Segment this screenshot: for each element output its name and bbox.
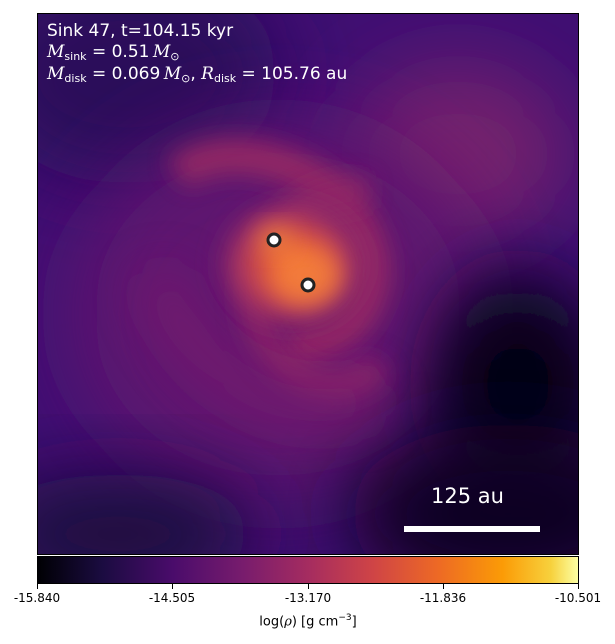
mdisk-symbol: M [47,64,65,84]
colorbar-tick [37,584,38,589]
density-field [38,14,578,554]
colorbar [37,556,579,584]
sink-marker-b [300,277,316,293]
sink-time-label: Sink 47, t=104.15 kyr [47,21,234,41]
msink-value: = 0.51 [91,42,150,62]
colorbar-tick-label: -15.840 [13,591,61,605]
colorbar-tick [308,584,309,589]
title-annotation: Sink 47, t=104.15 kyr [47,21,233,42]
solar-symbol: ⊙ [170,50,180,63]
solar-symbol-2: ⊙ [181,72,191,85]
sink-marker-a [266,232,282,248]
scale-bar [404,526,540,532]
colorbar-tick-label: -11.836 [419,591,467,605]
mdisk-value: = 0.069 [91,64,161,84]
msink-symbol: M [47,42,65,62]
density-map-panel: Sink 47, t=104.15 kyr Msink = 0.51 M⊙ Md… [37,13,579,555]
colorbar-tick [443,584,444,589]
msink-subscript: sink [64,50,87,63]
mdisk-subscript: disk [64,72,87,85]
rdisk-value: = 105.76 au [241,64,348,84]
colorbar-tick-label: -10.501 [554,591,602,605]
colorbar-tick [578,584,579,589]
sink-mass-annotation: Msink = 0.51 M⊙ [47,42,180,63]
scale-bar-label: 125 au [431,484,504,508]
colorbar-tick-label: -13.170 [284,591,332,605]
rdisk-subscript: disk [213,72,237,85]
rdisk-symbol: R [201,64,214,84]
colorbar-tick-label: -14.505 [148,591,196,605]
disk-annotation: Mdisk = 0.069 M⊙, Rdisk = 105.76 au [47,64,348,85]
colorbar-tick [172,584,173,589]
colorbar-label: log(ρ) [g cm−3] [259,613,357,630]
